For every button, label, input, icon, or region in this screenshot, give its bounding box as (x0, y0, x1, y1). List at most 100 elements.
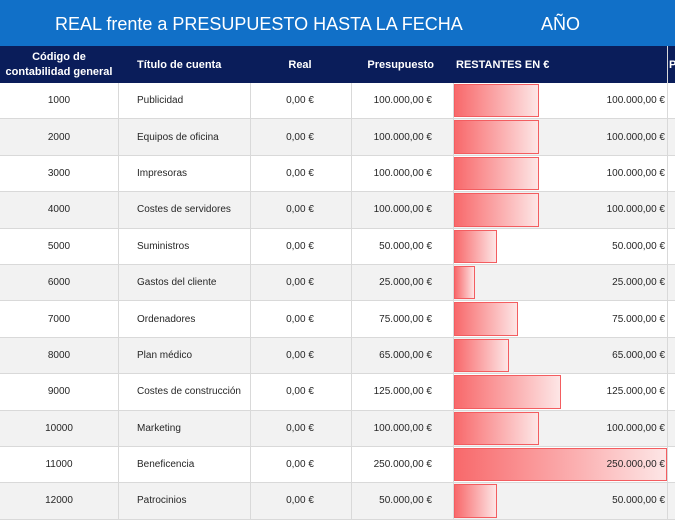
real-cell[interactable]: 0,00 € (286, 313, 314, 325)
real-cell[interactable]: 0,00 € (286, 204, 314, 216)
budget-cell[interactable]: 75.000,00 € (379, 313, 432, 325)
budget-cell[interactable]: 125.000,00 € (373, 386, 432, 398)
real-cell[interactable]: 0,00 € (286, 95, 314, 107)
column-header-title[interactable]: Título de cuenta (137, 58, 222, 71)
column-header-real[interactable]: Real (288, 58, 312, 71)
column-header-extra[interactable]: P (669, 58, 675, 71)
remaining-cell[interactable]: 250.000,00 € (606, 459, 665, 471)
remaining-cell[interactable]: 75.000,00 € (612, 313, 665, 325)
grid-line (250, 119, 251, 155)
grid-line (453, 228, 454, 264)
remaining-bar-cell (454, 265, 667, 300)
budget-cell[interactable]: 65.000,00 € (379, 349, 432, 361)
code-cell[interactable]: 1000 (47, 95, 71, 107)
remaining-cell[interactable]: 25.000,00 € (612, 277, 665, 289)
code-cell[interactable]: 10000 (45, 422, 73, 434)
title-cell[interactable]: Impresoras (137, 167, 188, 179)
grid-line (351, 374, 352, 410)
remaining-cell[interactable]: 100.000,00 € (606, 422, 665, 434)
remaining-data-bar (454, 411, 540, 445)
code-cell[interactable]: 3000 (47, 167, 71, 179)
real-cell[interactable]: 0,00 € (286, 277, 314, 289)
table-row[interactable]: 9000 Costes de construcción 0,00 € 125.0… (0, 374, 675, 411)
table-row[interactable]: 10000 Marketing 0,00 € 100.000,00 € 100.… (0, 410, 675, 447)
grid-line (351, 337, 352, 374)
code-cell[interactable]: 12000 (45, 495, 73, 507)
code-cell[interactable]: 5000 (47, 240, 71, 252)
title-cell[interactable]: Gastos del cliente (137, 277, 217, 289)
grid-line (250, 228, 251, 264)
budget-cell[interactable]: 25.000,00 € (379, 277, 432, 289)
remaining-cell[interactable]: 65.000,00 € (612, 349, 665, 361)
real-cell[interactable]: 0,00 € (286, 349, 314, 361)
remaining-cell[interactable]: 100.000,00 € (606, 95, 665, 107)
table-row[interactable]: 8000 Plan médico 0,00 € 65.000,00 € 65.0… (0, 337, 675, 375)
grid-line (118, 155, 119, 192)
real-cell[interactable]: 0,00 € (286, 386, 314, 398)
table-row[interactable]: 6000 Gastos del cliente 0,00 € 25.000,00… (0, 264, 675, 302)
column-header-budget[interactable]: Presupuesto (367, 58, 434, 71)
remaining-cell[interactable]: 100.000,00 € (606, 131, 665, 143)
real-cell[interactable]: 0,00 € (286, 495, 314, 507)
grid-line (351, 301, 352, 337)
table-row[interactable]: 5000 Suministros 0,00 € 50.000,00 € 50.0… (0, 228, 675, 265)
title-cell[interactable]: Equipos de oficina (137, 131, 219, 143)
code-cell[interactable]: 11000 (45, 459, 73, 471)
grid-line (453, 483, 454, 519)
real-cell[interactable]: 0,00 € (286, 422, 314, 434)
budget-cell[interactable]: 100.000,00 € (373, 204, 432, 216)
code-cell[interactable]: 9000 (47, 386, 71, 398)
grid-line (351, 446, 352, 483)
remaining-cell[interactable]: 100.000,00 € (606, 167, 665, 179)
remaining-cell[interactable]: 50.000,00 € (612, 495, 665, 507)
real-cell[interactable]: 0,00 € (286, 131, 314, 143)
table-row[interactable]: 7000 Ordenadores 0,00 € 75.000,00 € 75.0… (0, 301, 675, 338)
grid-line (351, 410, 352, 446)
code-cell[interactable]: 8000 (47, 349, 71, 361)
budget-cell[interactable]: 100.000,00 € (373, 167, 432, 179)
grid-line (250, 446, 251, 483)
real-cell[interactable]: 0,00 € (286, 240, 314, 252)
title-cell[interactable]: Publicidad (137, 95, 184, 107)
code-cell[interactable]: 4000 (47, 204, 71, 216)
grid-line (118, 446, 119, 483)
budget-cell[interactable]: 100.000,00 € (373, 95, 432, 107)
real-cell[interactable]: 0,00 € (286, 167, 314, 179)
column-header-remaining[interactable]: RESTANTES EN € (456, 58, 550, 71)
grid-line (250, 410, 251, 446)
table-row[interactable]: 12000 Patrocinios 0,00 € 50.000,00 € 50.… (0, 483, 675, 520)
remaining-data-bar (454, 375, 561, 409)
title-cell[interactable]: Beneficencia (137, 459, 195, 471)
grid-line (453, 301, 454, 337)
title-cell[interactable]: Patrocinios (137, 495, 187, 507)
grid-line (453, 155, 454, 192)
budget-cell[interactable]: 250.000,00 € (373, 459, 432, 471)
title-cell[interactable]: Costes de construcción (137, 386, 241, 398)
remaining-cell[interactable]: 50.000,00 € (612, 240, 665, 252)
budget-cell[interactable]: 100.000,00 € (373, 422, 432, 434)
table-row[interactable]: 3000 Impresoras 0,00 € 100.000,00 € 100.… (0, 155, 675, 193)
table-row[interactable]: 2000 Equipos de oficina 0,00 € 100.000,0… (0, 119, 675, 156)
budget-cell[interactable]: 50.000,00 € (379, 240, 432, 252)
sheet-title: REAL frente a PRESUPUESTO HASTA LA FECHA (55, 14, 463, 34)
column-header-code[interactable]: Código de contabilidad general (5, 50, 113, 78)
title-cell[interactable]: Costes de servidores (137, 204, 231, 216)
remaining-bar-cell (454, 338, 667, 373)
budget-cell[interactable]: 50.000,00 € (379, 495, 432, 507)
remaining-cell[interactable]: 125.000,00 € (606, 386, 665, 398)
code-cell[interactable]: 6000 (47, 277, 71, 289)
title-cell[interactable]: Ordenadores (137, 313, 196, 325)
budget-cell[interactable]: 100.000,00 € (373, 131, 432, 143)
table-row[interactable]: 1000 Publicidad 0,00 € 100.000,00 € 100.… (0, 83, 675, 120)
remaining-data-bar (454, 120, 540, 154)
remaining-cell[interactable]: 100.000,00 € (606, 204, 665, 216)
code-cell[interactable]: 2000 (47, 131, 71, 143)
title-cell[interactable]: Plan médico (137, 349, 193, 361)
grid-line (351, 192, 352, 228)
title-cell[interactable]: Marketing (137, 422, 181, 434)
title-cell[interactable]: Suministros (137, 240, 190, 252)
real-cell[interactable]: 0,00 € (286, 459, 314, 471)
code-cell[interactable]: 7000 (47, 313, 71, 325)
table-row[interactable]: 11000 Beneficencia 0,00 € 250.000,00 € 2… (0, 446, 675, 484)
table-row[interactable]: 4000 Costes de servidores 0,00 € 100.000… (0, 192, 675, 229)
